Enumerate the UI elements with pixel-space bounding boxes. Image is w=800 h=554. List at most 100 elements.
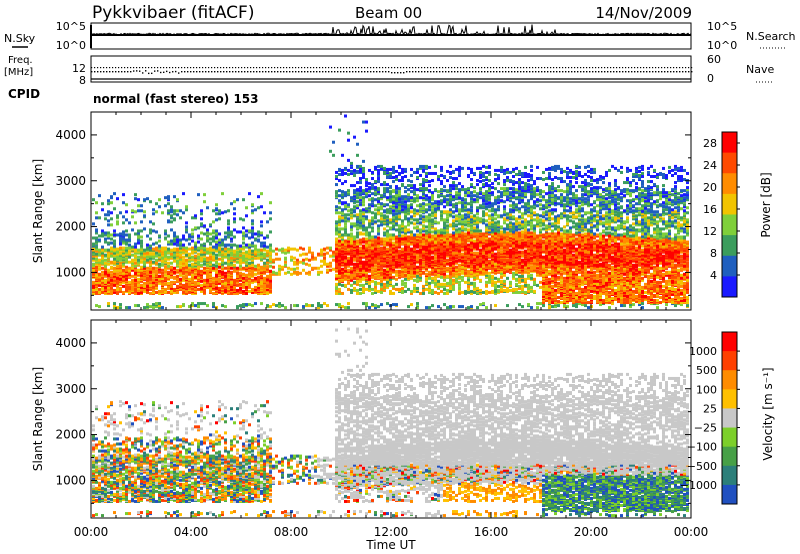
power-cell (212, 209, 215, 212)
power-cell (386, 265, 389, 268)
nave-dot (337, 67, 338, 68)
power-cell (203, 193, 206, 196)
power-cell (335, 194, 338, 197)
freq-dot (415, 71, 416, 72)
power-cell (374, 265, 377, 268)
power-cell (161, 275, 164, 278)
nave-dot (331, 67, 332, 68)
power-cell (302, 269, 305, 272)
power-cell (101, 277, 104, 280)
power-cell (335, 283, 338, 286)
power-cell (134, 269, 137, 272)
power-cell (260, 192, 263, 195)
power-cell (212, 249, 215, 252)
power-cell (224, 275, 227, 278)
power-cell (221, 286, 224, 289)
power-cell (149, 253, 152, 256)
nave-dot (175, 67, 176, 68)
power-cell (452, 187, 455, 190)
power-cell (362, 208, 365, 211)
power-cell (251, 267, 254, 270)
freq-dot (391, 72, 392, 73)
power-cell (302, 248, 305, 251)
power-cell (110, 271, 113, 274)
power-cell (188, 233, 191, 236)
power-cell (251, 222, 254, 225)
power-cell (266, 246, 269, 249)
power-cell (446, 170, 449, 173)
power-cell (221, 280, 224, 283)
power-cell (404, 186, 407, 189)
power-cell (389, 185, 392, 188)
power-cell (146, 244, 149, 247)
freq-dot (127, 71, 128, 72)
power-cell (422, 205, 425, 208)
power-cell (374, 166, 377, 169)
nave-dot (142, 67, 143, 68)
power-cell (131, 279, 134, 282)
power-cell (347, 282, 350, 285)
power-cell (101, 271, 104, 274)
power-cell (401, 200, 404, 203)
power-cell (98, 305, 101, 308)
power-cell (230, 271, 233, 274)
freq-dot (658, 71, 659, 72)
power-cell (395, 274, 398, 277)
nave-dot (205, 67, 206, 68)
power-cell (386, 259, 389, 262)
power-cell (254, 208, 257, 211)
power-cell (143, 210, 146, 213)
freq-dot (454, 71, 455, 72)
power-cell (317, 253, 320, 256)
power-cell (368, 231, 371, 234)
freq-left-tick-bottom: 8 (79, 74, 86, 87)
power-cell (137, 242, 140, 245)
power-cell (251, 229, 254, 232)
power-cell (191, 216, 194, 219)
freq-dot (169, 72, 170, 73)
nave-dot (643, 67, 644, 68)
power-cell (98, 288, 101, 291)
power-cell (302, 253, 305, 256)
noise-trace (91, 25, 691, 48)
power-cell (263, 211, 266, 214)
power-cell (158, 198, 161, 201)
power-cell (128, 306, 131, 309)
power-cell (425, 273, 428, 276)
freq-dot (427, 71, 428, 72)
power-cell (440, 180, 443, 183)
freq-dot (385, 71, 386, 72)
power-cell (458, 259, 461, 262)
power-cell (209, 261, 212, 264)
power-cell (251, 203, 254, 206)
freq-dot (475, 71, 476, 72)
freq-dot (223, 71, 224, 72)
power-cell (269, 201, 272, 204)
freq-dot (349, 71, 350, 72)
power-cell (380, 280, 383, 283)
power-cell (422, 184, 425, 187)
power-cell (224, 231, 227, 234)
power-cell (359, 209, 362, 212)
power-cell (167, 265, 170, 268)
power-cell (92, 273, 95, 276)
power-cell (167, 271, 170, 274)
freq-dot (205, 71, 206, 72)
power-cell (173, 243, 176, 246)
power-cell (275, 304, 278, 307)
power-cell (431, 273, 434, 276)
power-cell (353, 169, 356, 172)
power-cell (350, 170, 353, 173)
freq-dot (178, 72, 179, 73)
freq-dot (163, 72, 164, 73)
nave-dot (604, 67, 605, 68)
nave-dot (370, 67, 371, 68)
power-cell (188, 283, 191, 286)
power-cell (284, 252, 287, 255)
power-cell (437, 194, 440, 197)
nave-dot (277, 67, 278, 68)
power-cell (218, 266, 221, 269)
power-cell (395, 185, 398, 188)
power-cell (455, 252, 458, 255)
